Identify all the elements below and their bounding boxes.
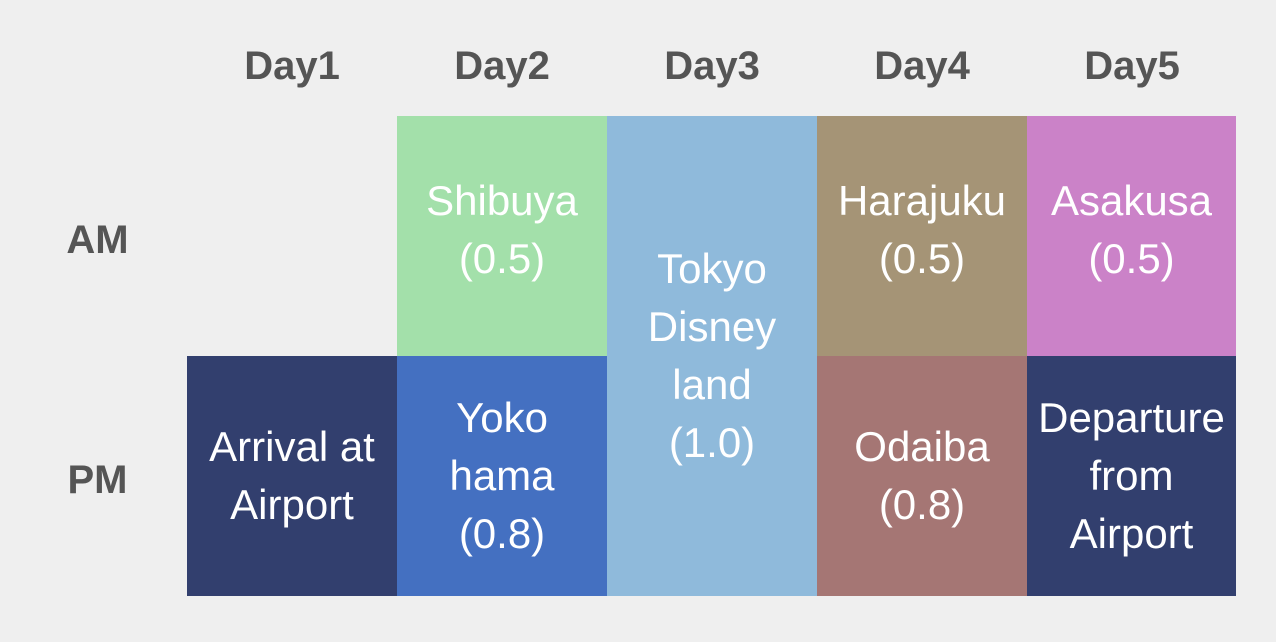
header-day5: Day5 — [1084, 44, 1180, 88]
header-day4: Day4 — [874, 44, 970, 88]
cell-shibuya: Shibuya (0.5) — [397, 116, 607, 356]
cell-arrival: Arrival at Airport — [187, 356, 397, 596]
cell-yokohama: Yoko hama (0.8) — [397, 356, 607, 596]
cell-harajuku: Harajuku (0.5) — [817, 116, 1027, 356]
row-label-pm: PM — [67, 458, 128, 502]
row-label-am: AM — [66, 218, 129, 262]
header-day3: Day3 — [664, 44, 760, 88]
cell-tokyo-disneyland: Tokyo Disney land (1.0) — [607, 116, 817, 596]
header-day2: Day2 — [454, 44, 550, 88]
cell-odaiba: Odaiba (0.8) — [817, 356, 1027, 596]
header-day1: Day1 — [244, 44, 340, 88]
cell-asakusa: Asakusa (0.5) — [1027, 116, 1236, 356]
cell-departure: Departure from Airport — [1027, 356, 1236, 596]
